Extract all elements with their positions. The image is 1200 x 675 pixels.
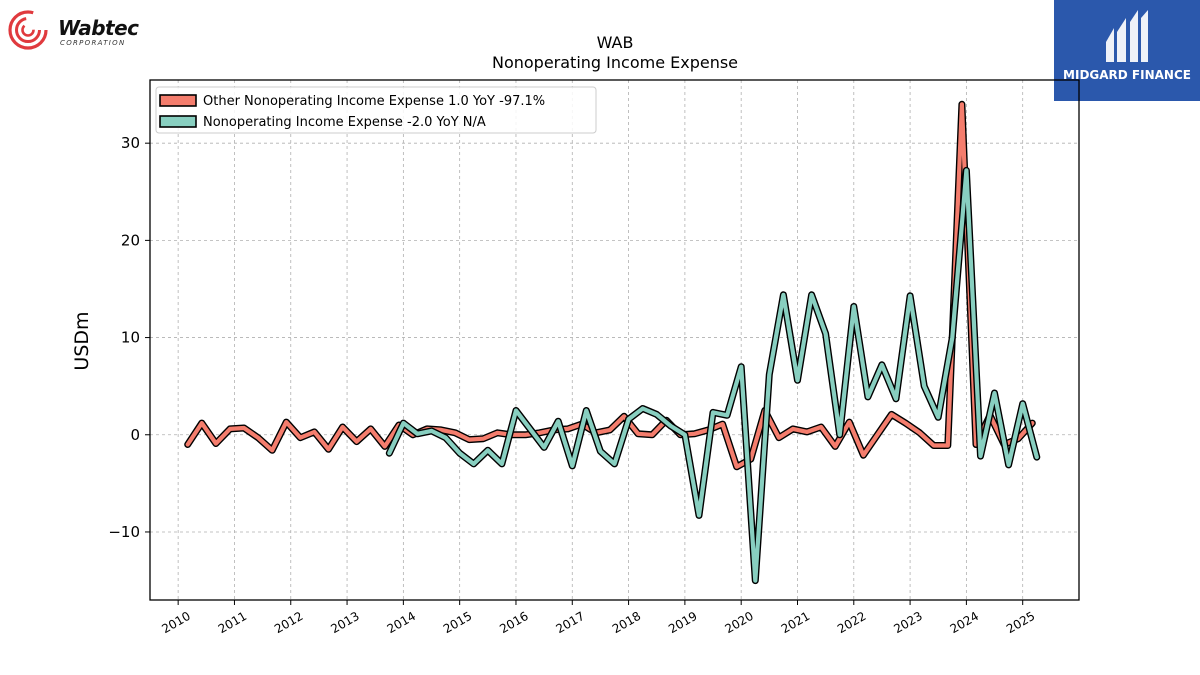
x-tick-label: 2022 (835, 609, 868, 636)
wabtec-sub: CORPORATION (60, 39, 126, 47)
x-tick-label: 2013 (328, 609, 361, 636)
x-tick-label: 2016 (497, 609, 530, 636)
legend-swatch (159, 115, 197, 128)
x-tick-label: 2025 (1004, 609, 1037, 636)
y-tick-label: −10 (108, 523, 140, 541)
x-tick-label: 2011 (216, 609, 249, 636)
x-tick-label: 2010 (159, 609, 192, 636)
chart-subtitle: Nonoperating Income Expense (492, 53, 738, 72)
y-tick-label: 10 (121, 329, 140, 347)
midgard-logo: MIDGARD FINANCE (1054, 0, 1200, 101)
x-tick-label: 2014 (385, 609, 418, 636)
legend: Other Nonoperating Income Expense 1.0 Yo… (155, 86, 597, 134)
wabtec-swirl-icon (8, 10, 48, 50)
grid (150, 80, 1079, 600)
y-tick-label: 0 (130, 426, 140, 444)
series-2-outline (385, 166, 1041, 585)
x-tick-label: 2017 (554, 609, 587, 636)
legend-swatch (159, 94, 197, 107)
series-2-line (387, 168, 1039, 583)
x-tick-label: 2019 (666, 609, 699, 636)
x-tick-label: 2021 (779, 609, 812, 636)
x-tick-label: 2024 (948, 609, 981, 636)
wabtec-wordmark: Wabtec (58, 16, 139, 40)
y-tick-label: 30 (121, 134, 140, 152)
legend-entry: Other Nonoperating Income Expense 1.0 Yo… (203, 94, 545, 109)
series-2 (385, 166, 1041, 585)
series-layer (184, 100, 1041, 585)
chart-title: WAB (597, 33, 634, 52)
x-tick-label: 2023 (891, 609, 924, 636)
x-tick-label: 2020 (722, 609, 755, 636)
series-1-outline (184, 100, 1036, 471)
y-axis-label: USDm (71, 311, 93, 370)
wabtec-logo: Wabtec CORPORATION (6, 8, 146, 52)
series-1 (184, 100, 1036, 471)
plot-frame (149, 79, 1080, 601)
x-tick-label: 2012 (272, 609, 305, 636)
midgard-emblem-icon (1106, 10, 1148, 62)
midgard-wordmark: MIDGARD FINANCE (1063, 68, 1191, 82)
x-tick-label: 2015 (441, 609, 474, 636)
legend-box (155, 86, 597, 134)
y-tick-label: 20 (121, 231, 140, 249)
x-tick-label: 2018 (610, 609, 643, 636)
series-1-line (185, 102, 1035, 469)
legend-entry: Nonoperating Income Expense -2.0 YoY N/A (203, 115, 486, 130)
